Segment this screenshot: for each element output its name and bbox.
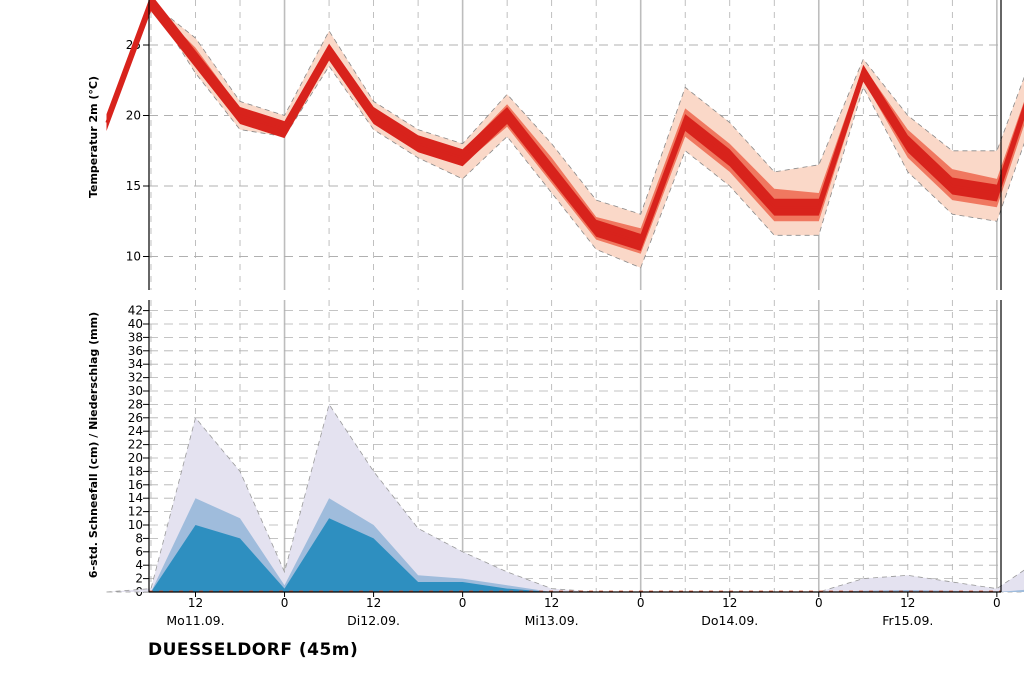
time-axis: 120120120120120120120120120Mo11.09.Di12.… [166,592,1001,628]
y-tick-label: 36 [128,344,143,358]
y-tick-label: 22 [128,438,143,452]
x-date-label: Fr15.09. [882,613,933,628]
y-tick-label: 14 [128,491,143,505]
x-hour-label: 0 [637,596,645,610]
y-tick-label: 20 [126,109,141,123]
x-hour-label: 0 [281,596,289,610]
x-hour-label: 12 [722,596,737,610]
precipitation-panel: 0246810121416182022242628303234363840426… [87,300,1024,599]
y-tick-label: 8 [135,531,143,545]
y-tick-label: 32 [128,371,143,385]
x-date-label: Mi13.09. [525,613,579,628]
x-hour-label: 12 [366,596,381,610]
y-axis-title: 6-std. Schneefall (cm) / Niederschlag (m… [87,312,100,578]
x-hour-label: 0 [815,596,823,610]
y-tick-label: 38 [128,330,143,344]
y-tick-label: 28 [128,397,143,411]
y-tick-label: 10 [128,518,143,532]
y-tick-label: 15 [126,179,141,193]
x-hour-label: 12 [544,596,559,610]
y-tick-label: 6 [135,545,143,559]
precip-dark-band [106,518,1024,592]
y-tick-label: 12 [128,505,143,519]
temperature-panel: 10152025Temperatur 2m (°C) [87,0,1024,290]
y-tick-label: 34 [128,357,143,371]
temp-median-line [105,0,1024,244]
y-tick-label: 16 [128,478,143,492]
y-tick-label: 4 [135,558,143,572]
station-label: DUESSELDORF (45m) [148,640,359,660]
y-axis-title: Temperatur 2m (°C) [87,76,100,198]
y-tick-label: 30 [128,384,143,398]
temp-outer-band [106,1,1024,269]
x-hour-label: 12 [900,596,915,610]
y-tick-label: 40 [128,317,143,331]
y-tick-label: 26 [128,411,143,425]
y-tick-label: 2 [135,572,143,586]
x-hour-label: 12 [188,596,203,610]
y-tick-label: 42 [128,304,143,318]
x-date-label: Mo11.09. [166,613,224,628]
x-date-label: Di12.09. [347,613,400,628]
y-tick-label: 10 [126,250,141,264]
y-tick-label: 24 [128,424,143,438]
y-tick-label: 20 [128,451,143,465]
y-tick-label: 18 [128,464,143,478]
x-hour-label: 0 [993,596,1001,610]
x-date-label: Do14.09. [701,613,758,628]
x-hour-label: 0 [459,596,467,610]
